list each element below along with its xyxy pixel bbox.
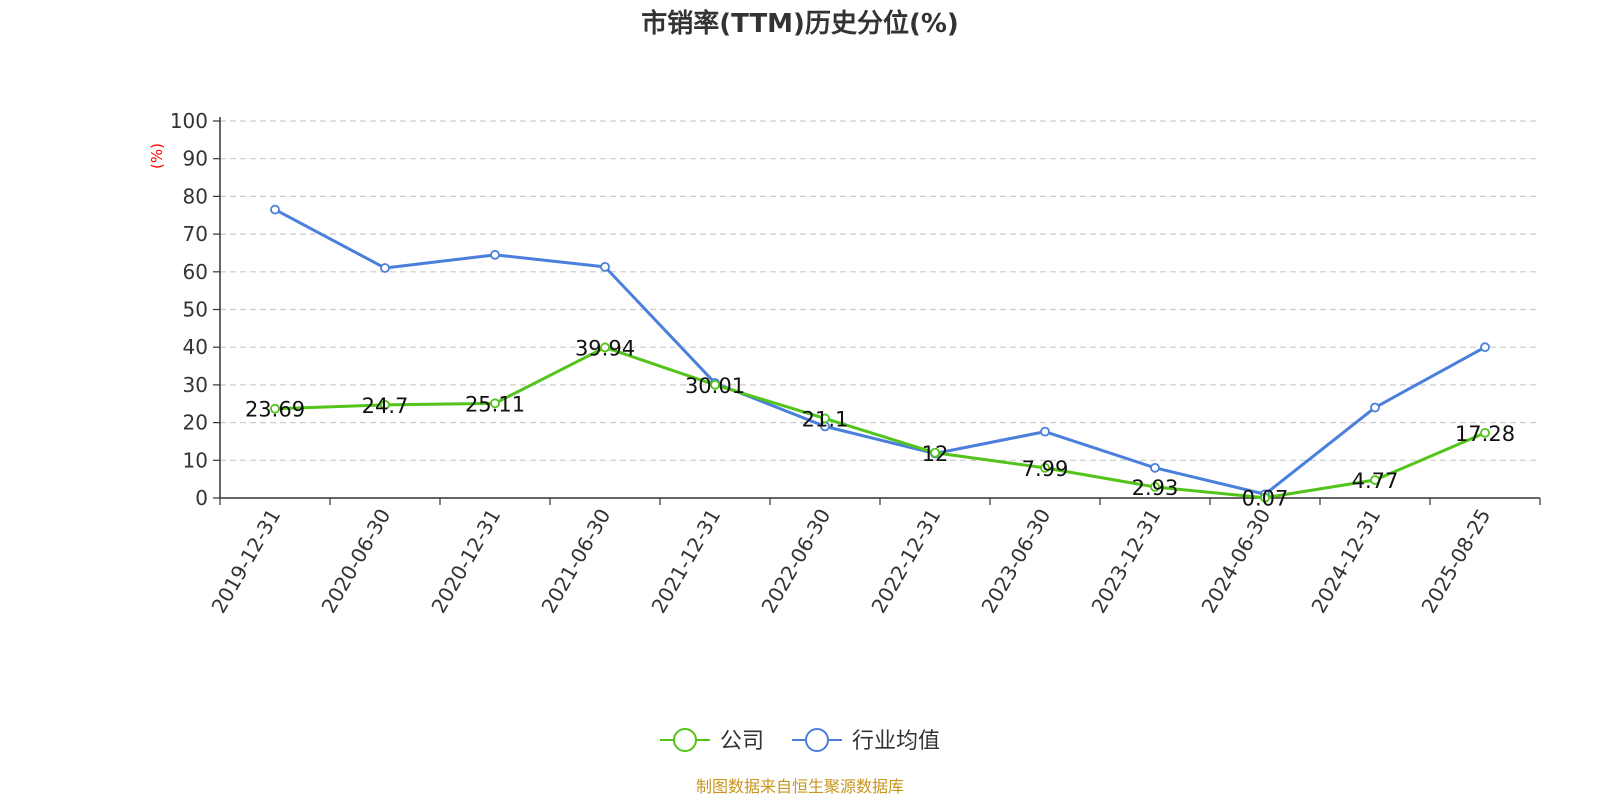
- axes: 0 10 20 30 40 50 60 70 80 90 100 2019-12-31 2020-06-…: [170, 109, 1541, 618]
- data-point[interactable]: [1370, 475, 1380, 485]
- series-line: [274, 208, 1486, 496]
- x-tick-label: 2023-12-31: [1086, 505, 1165, 618]
- y-tick-label: 100: [170, 109, 208, 133]
- y-tick-label: 0: [195, 486, 208, 510]
- data-point[interactable]: [710, 379, 720, 390]
- data-point[interactable]: [1370, 402, 1380, 413]
- data-point[interactable]: [1150, 462, 1160, 473]
- data-point[interactable]: [490, 249, 500, 260]
- y-axis-label: (%): [148, 143, 166, 169]
- data-point[interactable]: [600, 261, 610, 272]
- legend-item-company[interactable]: 公司: [660, 728, 764, 754]
- data-point[interactable]: [1040, 426, 1050, 437]
- data-point[interactable]: [820, 413, 830, 424]
- y-tick-label: 20: [183, 411, 208, 435]
- legend-marker: [673, 728, 697, 752]
- series-line: [274, 345, 1486, 500]
- data-label: 12: [922, 442, 949, 466]
- data-point[interactable]: [490, 398, 500, 409]
- series: [270, 204, 1490, 503]
- x-tick-label: 2019-12-31: [206, 505, 285, 618]
- legend-marker: [805, 728, 829, 752]
- legend[interactable]: 公司 行业均值: [660, 728, 940, 754]
- x-tick-label: 2024-12-31: [1306, 505, 1385, 618]
- gridlines: [220, 120, 1540, 461]
- data-point[interactable]: [270, 204, 280, 215]
- y-tick-label: 40: [183, 335, 208, 359]
- x-tick-label: 2022-12-31: [866, 505, 945, 618]
- x-tick-label: 2022-06-30: [756, 505, 835, 618]
- data-label: 17.28: [1455, 422, 1515, 446]
- data-point[interactable]: [1480, 342, 1490, 353]
- y-tick-label: 30: [183, 373, 208, 397]
- data-label: 23.69: [245, 398, 305, 422]
- data-point[interactable]: [380, 399, 390, 410]
- y-tick-label: 10: [183, 448, 208, 472]
- chart-title: 市销率(TTM)历史分位(%): [641, 8, 959, 39]
- source-note: 制图数据来自恒生聚源数据库: [696, 777, 904, 796]
- y-tick-label: 80: [183, 184, 208, 208]
- data-point[interactable]: [1040, 462, 1050, 473]
- series-industry-average: [270, 204, 1490, 500]
- data-label: 24.7: [362, 394, 409, 418]
- data-labels: 23.69 24.7 25.11 39.94 30.01 21.1 12 7.99 2.93 0.…: [245, 336, 1515, 510]
- legend-item-industry-average[interactable]: 行业均值: [792, 728, 940, 754]
- x-tick-label: 2025-08-25: [1416, 505, 1495, 618]
- x-tick-label: 2023-06-30: [976, 505, 1055, 618]
- data-label: 2.93: [1132, 476, 1179, 500]
- y-tick-label: 50: [183, 298, 208, 322]
- data-point[interactable]: [600, 342, 610, 353]
- data-point[interactable]: [380, 263, 390, 273]
- data-label: 0.07: [1242, 487, 1289, 511]
- x-tick-label: 2024-06-30: [1196, 505, 1275, 618]
- data-label: 4.77: [1352, 469, 1399, 493]
- data-point[interactable]: [1150, 482, 1160, 492]
- legend-label: 公司: [720, 729, 764, 754]
- x-tick-label: 2020-06-30: [316, 505, 395, 618]
- data-label: 7.99: [1022, 457, 1069, 481]
- y-tick-label: 60: [183, 260, 208, 284]
- data-point[interactable]: [1260, 492, 1270, 503]
- data-point[interactable]: [1480, 427, 1490, 438]
- x-tick-label: 2021-12-31: [646, 505, 725, 618]
- data-label: 30.01: [685, 374, 745, 398]
- data-point[interactable]: [930, 447, 940, 458]
- data-label: 21.1: [802, 407, 849, 431]
- x-tick-label: 2021-06-30: [536, 505, 615, 618]
- x-tick-label: 2020-12-31: [426, 505, 505, 618]
- legend-label: 行业均值: [852, 729, 940, 754]
- data-point[interactable]: [270, 403, 280, 414]
- y-tick-label: 70: [183, 222, 208, 246]
- series-company: [270, 342, 1490, 503]
- data-label: 25.11: [465, 392, 525, 416]
- data-label: 39.94: [575, 336, 635, 360]
- y-tick-label: 90: [183, 147, 208, 171]
